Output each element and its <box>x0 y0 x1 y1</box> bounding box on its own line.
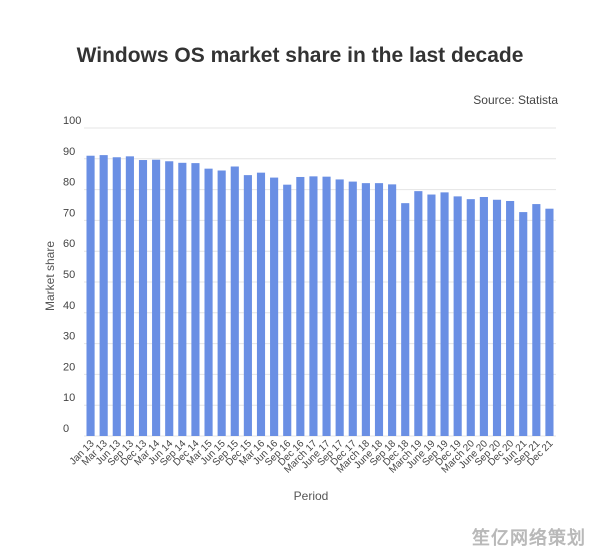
bar <box>322 176 331 436</box>
bar <box>296 176 305 437</box>
bar <box>401 203 410 436</box>
bar <box>256 172 266 436</box>
y-tick-label: 100 <box>63 115 81 127</box>
y-tick-labels: 0 10 20 30 40 50 60 70 80 90 100 <box>63 115 81 435</box>
watermark: 笙亿网络策划 <box>472 528 586 548</box>
y-tick-label: 50 <box>63 269 75 281</box>
bar <box>414 191 423 436</box>
y-tick-label: 70 <box>63 207 75 219</box>
bar <box>99 155 108 436</box>
bar <box>427 194 436 436</box>
bar <box>479 196 488 436</box>
bar <box>348 181 357 436</box>
bar <box>152 159 161 436</box>
bar <box>138 160 148 437</box>
bar <box>243 175 252 436</box>
bar <box>466 199 475 436</box>
y-axis-label: Market share <box>43 241 57 311</box>
bar <box>519 212 528 436</box>
bar <box>453 196 462 436</box>
y-tick-label: 0 <box>63 423 69 435</box>
bar <box>545 208 554 436</box>
y-tick-label: 20 <box>63 361 75 373</box>
bar <box>283 184 292 436</box>
x-axis-label: Period <box>294 489 329 503</box>
y-tick-label: 80 <box>63 177 75 189</box>
bar <box>217 170 226 436</box>
chart-title: Windows OS market share in the last deca… <box>76 44 524 67</box>
bar <box>204 168 213 436</box>
bar <box>374 183 384 436</box>
y-tick-label: 10 <box>63 392 75 404</box>
grid-lines <box>84 127 556 437</box>
bar <box>492 199 502 436</box>
bar <box>86 155 95 436</box>
y-tick-label: 60 <box>63 238 75 250</box>
bar <box>532 204 541 436</box>
y-tick-label: 90 <box>63 146 75 158</box>
bar <box>440 192 449 436</box>
bar <box>309 176 318 436</box>
y-tick-label: 40 <box>63 300 75 312</box>
bar <box>112 157 121 436</box>
bar <box>230 166 239 436</box>
bars <box>86 155 554 437</box>
bar <box>178 162 187 436</box>
source-label: Source: Statista <box>473 93 558 107</box>
y-tick-label: 30 <box>63 331 75 343</box>
bar <box>165 161 174 436</box>
bar <box>191 163 200 436</box>
bar <box>506 200 515 436</box>
bar <box>335 179 344 436</box>
bar <box>125 156 134 436</box>
bar <box>270 177 279 436</box>
bar <box>361 183 370 436</box>
bar <box>388 184 397 436</box>
